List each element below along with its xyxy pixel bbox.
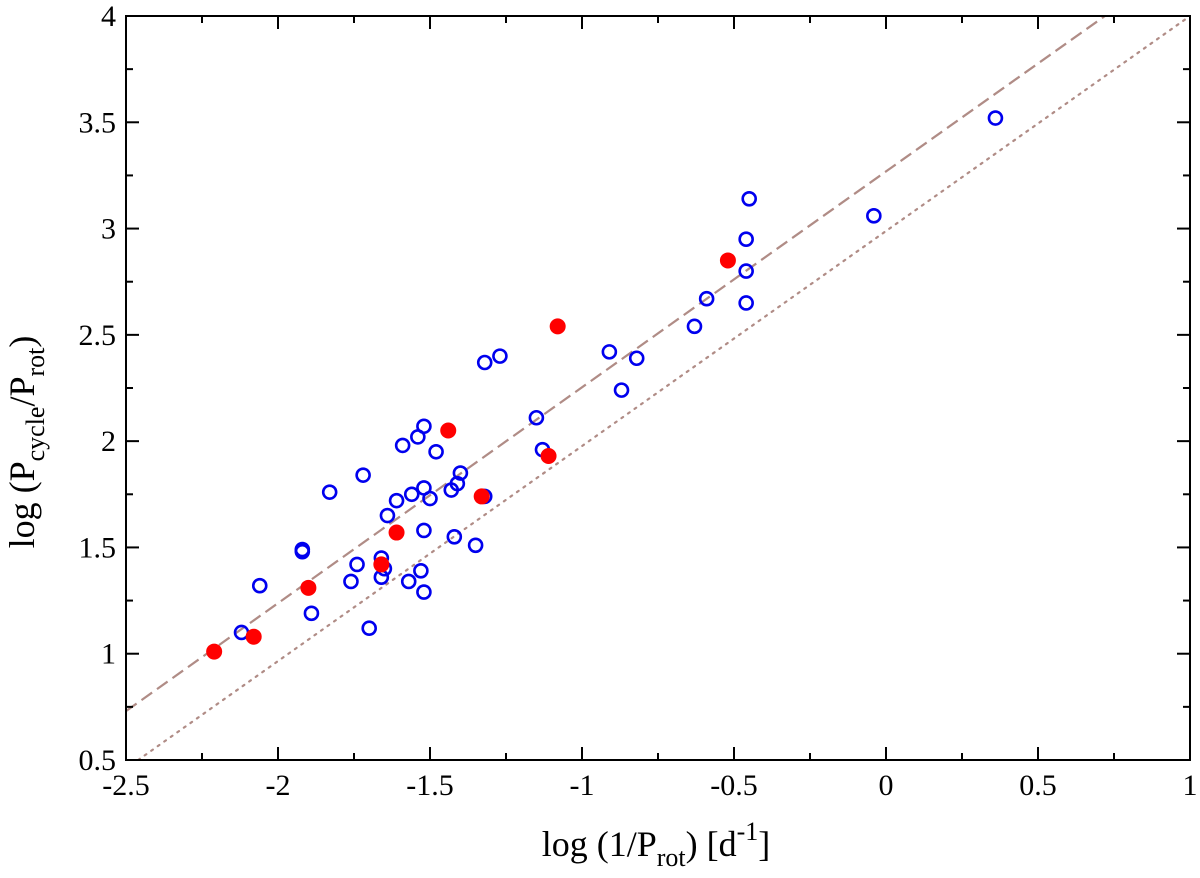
y-tick-label: 1.5: [79, 531, 117, 564]
open-circle-point: [601, 344, 618, 360]
open-circle-point: [987, 110, 1004, 126]
open-circle-point: [738, 295, 754, 311]
x-axis-title: log (1/Prot) [d-1]: [542, 817, 771, 872]
y-tick-label: 3.5: [79, 106, 117, 139]
y-tick-label: 0.5: [79, 744, 117, 777]
open-circle-point: [449, 475, 466, 492]
open-circle-point: [251, 577, 268, 594]
x-tick-label: -2: [266, 769, 291, 802]
open-circle-point: [321, 484, 338, 500]
open-circle-point: [349, 556, 365, 573]
open-circle-point: [416, 584, 432, 600]
filled-circle-point: [440, 422, 457, 439]
open-circle-point: [738, 231, 754, 247]
open-circle-point: [446, 528, 463, 545]
y-tick-label: 2.5: [79, 319, 117, 352]
open-circle-point: [416, 522, 432, 539]
open-circle-point: [413, 563, 429, 579]
y-axis-title: log (Pcycle/Prot): [2, 336, 50, 549]
filled-circle-point: [245, 628, 262, 645]
open-circle-point: [686, 318, 703, 335]
open-circle-point: [866, 208, 882, 224]
axis-ticks: [125, 15, 1191, 761]
filled-circle-point: [473, 488, 490, 505]
open-circle-point: [403, 486, 420, 503]
filled-circle-point: [540, 448, 557, 465]
x-tick-label: 0.5: [1019, 769, 1057, 802]
filled-circle-point: [300, 579, 317, 596]
reference-lines: [126, 16, 1190, 760]
open-circle-point: [492, 348, 508, 364]
open-circle-point: [698, 290, 715, 307]
data-points: [206, 110, 1004, 660]
y-tick-label: 1: [101, 638, 116, 671]
x-tick-label: -1: [570, 769, 595, 802]
filled-circle-point: [373, 556, 390, 573]
filled-circle-point: [388, 524, 405, 541]
x-tick-label: 1: [1183, 769, 1198, 802]
x-tick-label: -1.5: [406, 769, 454, 802]
open-circle-point: [394, 437, 411, 454]
open-circle-point: [467, 537, 484, 554]
filled-circle-point: [549, 318, 566, 335]
open-circle-point: [361, 620, 378, 637]
open-circle-point: [388, 492, 405, 509]
dashed-fit-line: [126, 16, 1106, 713]
dotted-reference-line: [137, 16, 1190, 760]
plot-frame: [125, 15, 1191, 761]
x-tick-labels: -2.5 -2 -1.5 -1 -0.5 0 0.5 1: [102, 769, 1197, 802]
open-circle-point: [422, 490, 438, 507]
open-circle-point: [379, 507, 396, 524]
y-tick-label: 3: [101, 213, 116, 246]
open-circle-point: [303, 605, 320, 622]
open-circle-point: [355, 467, 371, 483]
y-tick-label: 2: [101, 425, 116, 458]
open-circle-point: [428, 443, 444, 460]
x-tick-label: -0.5: [710, 769, 758, 802]
filled-circle-point: [719, 252, 736, 269]
open-circle-point: [476, 354, 493, 371]
open-circle-point: [613, 382, 630, 398]
open-circle-point: [373, 569, 390, 585]
y-tick-labels: 0.5 1 1.5 2 2.5 3 3.5 4: [79, 0, 117, 777]
open-circle-point: [343, 573, 359, 590]
open-circle-point: [528, 409, 545, 426]
open-circle-point: [452, 465, 469, 481]
x-tick-label: -2.5: [102, 769, 150, 802]
filled-circle-point: [206, 643, 223, 660]
x-tick-label: 0: [879, 769, 894, 802]
open-circle-point: [294, 541, 311, 558]
open-circle-point: [628, 350, 645, 367]
open-circle-point: [416, 418, 432, 435]
y-tick-label: 4: [101, 0, 116, 33]
open-circle-point: [738, 263, 754, 279]
open-circle-point: [400, 573, 417, 590]
open-circle-point: [741, 191, 758, 207]
